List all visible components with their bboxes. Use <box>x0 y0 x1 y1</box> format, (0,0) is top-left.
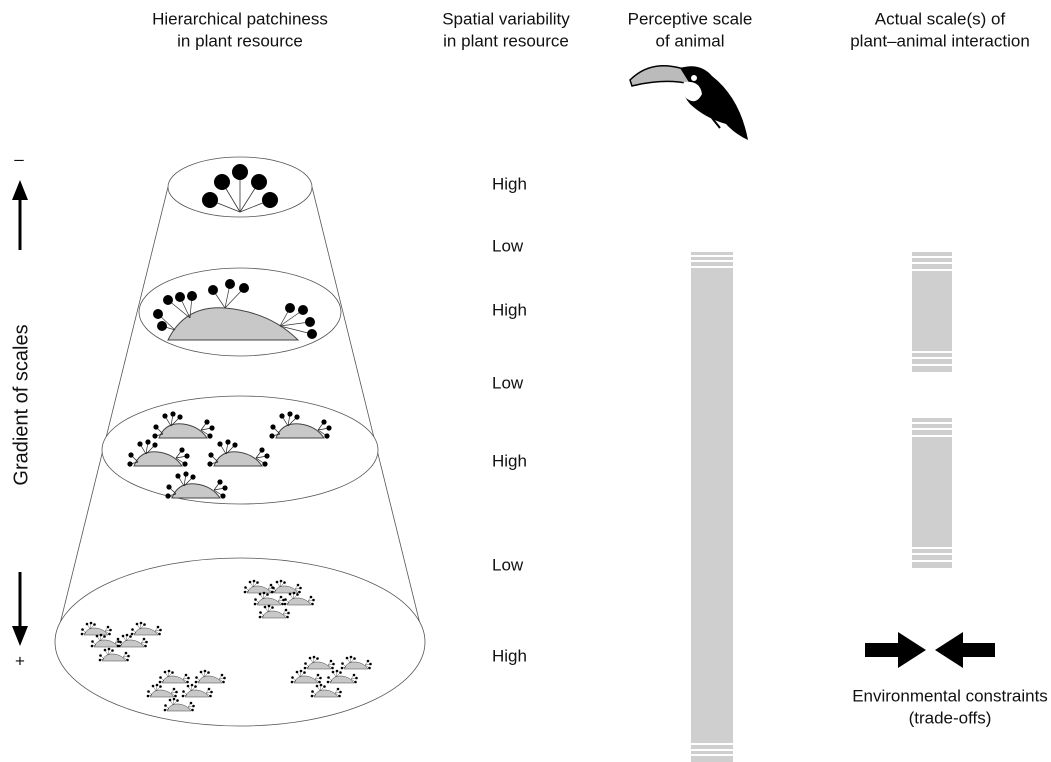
level: Low <box>492 555 524 574</box>
level: Low <box>492 236 524 255</box>
plant-top <box>202 164 278 213</box>
arrow-right <box>865 632 926 668</box>
toucan <box>629 65 748 140</box>
header: in plant resource <box>443 31 569 50</box>
arrow-up-head <box>12 180 28 200</box>
level: High <box>492 451 527 470</box>
axis-bottom: + <box>15 651 25 670</box>
header: in plant resource <box>177 31 303 50</box>
level: High <box>492 646 527 665</box>
header: plant–animal interaction <box>850 31 1030 50</box>
header: of animal <box>656 31 725 50</box>
constraints: Environmental constraints <box>852 686 1048 705</box>
cone <box>54 156 426 727</box>
constraints: (trade-offs) <box>909 708 992 727</box>
header: Perceptive scale <box>628 9 753 28</box>
arrow-down-head <box>12 626 28 646</box>
level: Low <box>492 373 524 392</box>
axis-label: Gradient of scales <box>10 324 32 485</box>
arrow-left <box>935 632 995 668</box>
header: Spatial variability <box>442 9 570 28</box>
header: Hierarchical patchiness <box>152 9 328 28</box>
axis-top: – <box>14 149 24 168</box>
level: High <box>492 174 527 193</box>
header: Actual scale(s) of <box>875 9 1006 28</box>
actual-bar <box>912 252 952 568</box>
level: High <box>492 300 527 319</box>
plant-patch <box>153 279 317 341</box>
perceptive-bar <box>691 252 733 762</box>
